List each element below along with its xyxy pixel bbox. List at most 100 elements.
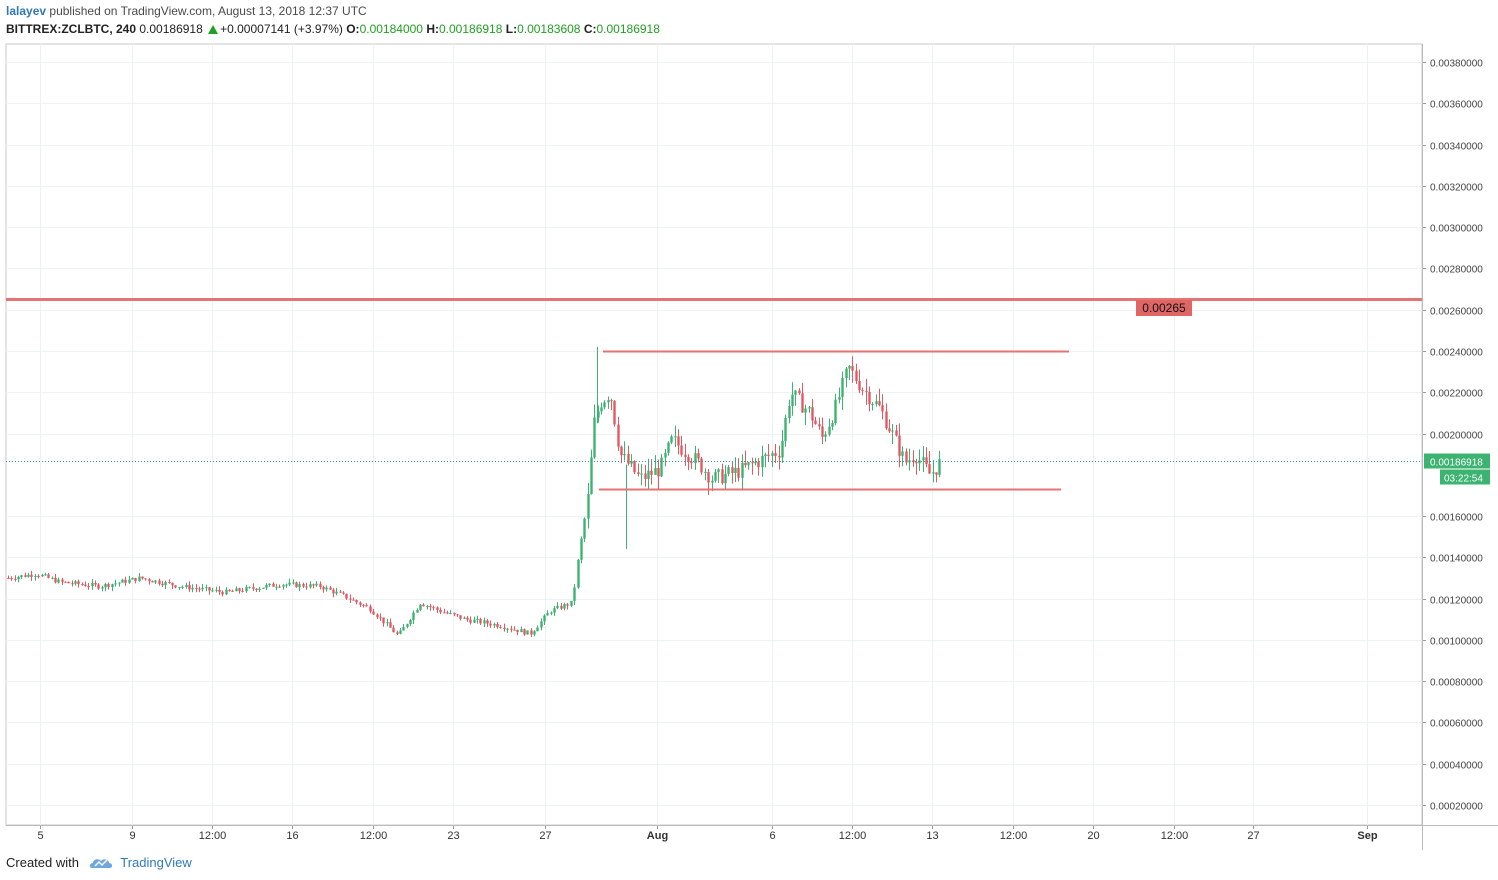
countdown-tag xyxy=(1440,469,1490,485)
candle-body xyxy=(711,480,714,483)
candle-body xyxy=(376,614,379,618)
candle-body xyxy=(469,619,472,623)
candle-down xyxy=(422,603,425,607)
candle-body xyxy=(71,583,74,585)
close-value: 0.00186918 xyxy=(596,22,660,36)
candle-body xyxy=(781,440,784,458)
candle-down xyxy=(851,356,854,383)
candle-up xyxy=(845,366,848,388)
candle-body xyxy=(27,574,30,577)
candle-up xyxy=(416,608,419,613)
candle-body xyxy=(510,628,513,630)
publish-info: lalayev published on TradingView.com, Au… xyxy=(6,4,367,18)
candle-body xyxy=(111,584,114,588)
candle-body xyxy=(560,605,563,609)
candle-down xyxy=(97,583,100,591)
candle-up xyxy=(764,452,767,468)
candle-up xyxy=(138,573,141,582)
candle-up xyxy=(27,572,30,578)
candle-body xyxy=(362,604,365,606)
candle-down xyxy=(798,388,801,395)
candle-body xyxy=(680,445,683,455)
candle-body xyxy=(319,583,322,588)
candle-body xyxy=(633,461,636,473)
candle-down xyxy=(486,618,489,627)
candle-up xyxy=(419,604,422,612)
candle-body xyxy=(865,390,868,393)
candle-body xyxy=(757,461,760,468)
candle-up xyxy=(17,575,20,583)
candle-body xyxy=(20,575,23,577)
published-text: published on TradingView.com, August 13,… xyxy=(49,4,367,18)
candle-body xyxy=(684,454,687,457)
candle-down xyxy=(429,603,432,611)
candle-body xyxy=(238,588,241,591)
candle-down xyxy=(30,570,33,581)
y-tick-label: 0.00380000 xyxy=(1430,59,1483,70)
candle-down xyxy=(255,588,258,592)
y-tick-label: 0.00160000 xyxy=(1430,513,1483,524)
candle-body xyxy=(168,582,171,584)
candle-body xyxy=(925,457,928,465)
candle-body xyxy=(506,628,509,630)
candle-down xyxy=(302,582,305,588)
candle-body xyxy=(37,576,40,578)
candle-body xyxy=(922,457,925,461)
price-axis[interactable]: 0.00380000 0.00360000 0.00340000 0.00320000… xyxy=(1422,44,1490,850)
candle-body xyxy=(262,587,265,589)
candle-up xyxy=(463,616,466,619)
candle-body xyxy=(754,461,757,464)
time-axis[interactable]: 5 9 12:00 16 12:00 23 27 Aug 6 12:00 13 12:00 20 12:0… xyxy=(6,825,1498,842)
candle-body xyxy=(546,613,549,616)
candle-body xyxy=(369,606,372,612)
candle-up xyxy=(747,461,750,470)
horizontal-levels[interactable]: 0.00265 xyxy=(6,298,1422,491)
candle-body xyxy=(144,578,147,580)
candle-up xyxy=(426,604,429,610)
candle-body xyxy=(563,604,566,609)
candle-up xyxy=(938,450,941,478)
candle-down xyxy=(432,605,435,611)
candle-down xyxy=(935,472,938,483)
candle-up xyxy=(178,586,181,590)
candle-body xyxy=(583,518,586,539)
candle-up xyxy=(623,441,626,461)
candle-up xyxy=(714,469,717,483)
candle-body xyxy=(503,627,506,630)
author-link[interactable]: lalayev xyxy=(6,4,47,18)
candle-down xyxy=(757,457,760,476)
candle-up xyxy=(473,616,476,624)
candle-body xyxy=(164,582,167,586)
tradingview-link[interactable]: TradingView xyxy=(120,855,192,870)
candle-up xyxy=(164,580,167,589)
candle-body xyxy=(828,426,831,435)
candle-down xyxy=(868,386,871,412)
candle-body xyxy=(124,579,127,583)
candle-up xyxy=(20,574,23,580)
symbol-label: BITTREX:ZCLBTC, 240 xyxy=(6,22,137,36)
candle-body xyxy=(600,407,603,412)
price-chart[interactable]: 0.00265 0.003800000.003600000.003400000.… xyxy=(0,0,1498,850)
x-tick-label: 12:00 xyxy=(199,830,227,842)
x-tick-label: Sep xyxy=(1357,830,1377,842)
candle-body xyxy=(185,584,188,587)
candle-up xyxy=(918,449,921,471)
candle-down xyxy=(221,590,224,597)
x-tick-label: 12:00 xyxy=(1161,830,1189,842)
candle-down xyxy=(767,444,770,462)
candle-down xyxy=(372,608,375,615)
candle-down xyxy=(700,456,703,475)
candle-body xyxy=(550,612,553,614)
candle-up xyxy=(600,402,603,415)
candle-body xyxy=(570,600,573,606)
candle-down xyxy=(37,574,40,579)
candle-up xyxy=(824,431,827,442)
candle-body xyxy=(275,586,278,588)
candle-up xyxy=(754,457,757,466)
candle-body xyxy=(268,583,271,586)
candle-up xyxy=(121,578,124,583)
candle-body xyxy=(292,582,295,584)
candle-up xyxy=(285,583,288,588)
candle-up xyxy=(181,585,184,590)
candle-body xyxy=(895,430,898,436)
